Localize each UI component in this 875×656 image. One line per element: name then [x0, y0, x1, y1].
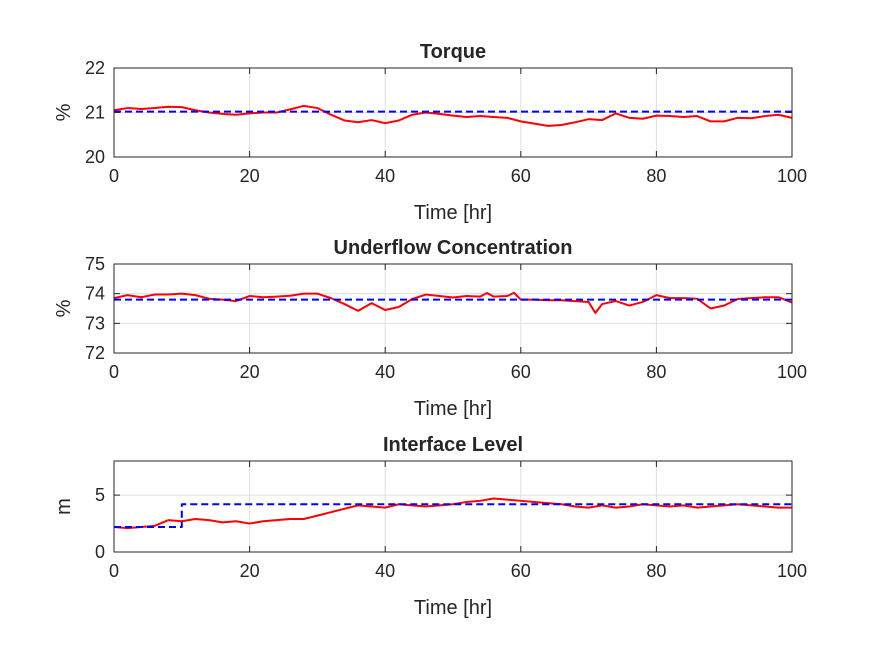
y-axis-label: %	[53, 103, 75, 121]
y-tick-label: 73	[85, 313, 105, 333]
x-tick-label: 20	[240, 362, 260, 382]
x-axis-label: Time [hr]	[414, 398, 492, 420]
y-tick-label: 74	[85, 284, 105, 304]
x-tick-label: 80	[646, 362, 666, 382]
x-tick-label: 100	[777, 561, 807, 581]
chart-title: Torque	[420, 41, 486, 63]
x-tick-label: 60	[511, 362, 531, 382]
x-tick-label: 80	[646, 166, 666, 186]
y-tick-label: 0	[95, 542, 105, 562]
x-tick-label: 60	[511, 561, 531, 581]
measured-line	[113, 291, 793, 314]
chart-title: Underflow Concentration	[334, 237, 573, 259]
plot-area	[114, 264, 792, 353]
x-tick-label: 20	[240, 561, 260, 581]
axes-box	[113, 460, 793, 553]
measured-line	[113, 497, 792, 530]
x-tick-label: 100	[777, 362, 807, 382]
x-tick-label: 100	[777, 166, 807, 186]
subplot-2: 0 20 40 60 80 100 72 73 74 75 Underflow Concentrat…	[53, 237, 807, 420]
x-tick-label: 20	[240, 166, 260, 186]
setpoint-line	[114, 503, 792, 528]
y-tick-label: 75	[85, 254, 105, 274]
y-tick-label: 5	[95, 485, 105, 505]
y-tick-label: 22	[85, 58, 105, 78]
subplot-3: 0 20 40 60 80 100 0 5 Interface Level Time [hr] m	[53, 434, 807, 619]
axes-box	[113, 263, 793, 354]
x-tick-label: 40	[375, 166, 395, 186]
measured-line	[113, 104, 793, 127]
y-axis-label: m	[53, 498, 75, 515]
x-tick-label: 0	[109, 362, 119, 382]
y-tick-label: 21	[85, 103, 105, 123]
x-tick-label: 40	[375, 362, 395, 382]
x-axis-label: Time [hr]	[414, 202, 492, 224]
chart-title: Interface Level	[383, 434, 523, 456]
y-tick-label: 20	[85, 147, 105, 167]
x-tick-label: 60	[511, 166, 531, 186]
y-tick-label: 72	[85, 343, 105, 363]
x-tick-label: 0	[109, 166, 119, 186]
x-tick-label: 40	[375, 561, 395, 581]
x-axis-label: Time [hr]	[414, 597, 492, 619]
y-axis-label: %	[53, 299, 75, 317]
x-tick-label: 0	[109, 561, 119, 581]
x-tick-label: 80	[646, 561, 666, 581]
